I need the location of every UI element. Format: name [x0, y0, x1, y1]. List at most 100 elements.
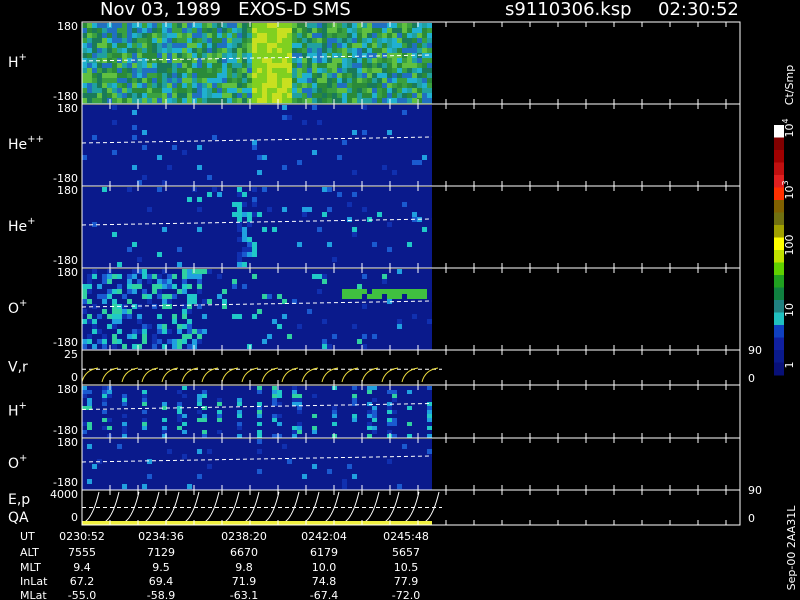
cell: [92, 344, 97, 349]
cell: [407, 78, 412, 83]
cell: [322, 344, 327, 349]
cell: [427, 23, 432, 28]
cell: [127, 63, 132, 68]
cell: [422, 43, 427, 48]
cell: [372, 33, 377, 38]
cell: [172, 48, 177, 53]
cell: [127, 93, 132, 98]
cell: [372, 48, 377, 53]
cell: [257, 170, 262, 175]
cell: [392, 410, 397, 414]
curve: [81, 367, 99, 383]
cell: [242, 78, 247, 83]
cell: [277, 58, 282, 63]
cell: [247, 38, 252, 43]
cell: [397, 289, 402, 294]
cell: [362, 207, 367, 212]
cell: [87, 43, 92, 48]
cell: [252, 23, 257, 28]
cell: [362, 334, 367, 339]
cell: [272, 386, 277, 390]
cell: [357, 38, 362, 43]
cell: [352, 63, 357, 68]
cell: [237, 252, 242, 257]
cell: [142, 334, 147, 339]
cell: [262, 294, 267, 299]
cell: [152, 274, 157, 279]
cell: [132, 165, 137, 170]
cell: [282, 48, 287, 53]
cell: [262, 227, 267, 232]
cell: [367, 422, 372, 426]
cell: [197, 78, 202, 83]
cell: [357, 78, 362, 83]
cell: [117, 68, 122, 73]
cell: [292, 390, 297, 394]
cell: [322, 73, 327, 78]
cell: [177, 48, 182, 53]
cell: [417, 23, 422, 28]
cell: [407, 33, 412, 38]
cell: [122, 394, 127, 398]
axis-top: 25: [64, 348, 78, 361]
cell: [352, 192, 357, 197]
cell: [107, 58, 112, 63]
cell: [402, 28, 407, 33]
cell: [162, 78, 167, 83]
cell: [282, 43, 287, 48]
cell: [202, 33, 207, 38]
cell: [137, 279, 142, 284]
label-charge: +: [19, 401, 27, 412]
cell: [387, 430, 392, 434]
cell: [197, 165, 202, 170]
cell: [87, 98, 92, 103]
cell: [417, 33, 422, 38]
cell: [252, 314, 257, 319]
cell: [87, 339, 92, 344]
cell: [92, 23, 97, 28]
cell: [422, 53, 427, 58]
cell: [217, 398, 222, 402]
cell: [112, 68, 117, 73]
cell: [382, 279, 387, 284]
cell: [257, 309, 262, 314]
cell: [302, 88, 307, 93]
cell: [167, 449, 172, 454]
cell: [417, 88, 422, 93]
cell: [112, 78, 117, 83]
cell: [92, 28, 97, 33]
cell: [327, 207, 332, 212]
cell: [332, 43, 337, 48]
cell: [352, 28, 357, 33]
cell: [367, 386, 372, 390]
cell: [107, 73, 112, 78]
cell: [372, 386, 377, 390]
cell: [107, 68, 112, 73]
axis-bottom: -180: [53, 90, 78, 103]
cell: [132, 269, 137, 274]
cell: [197, 93, 202, 98]
cell: [292, 83, 297, 88]
colorbar-step: [774, 125, 784, 138]
cell: [352, 43, 357, 48]
cell: [87, 422, 92, 426]
cell: [257, 406, 262, 410]
cell: [257, 28, 262, 33]
cell: [112, 88, 117, 93]
cell: [117, 43, 122, 48]
cell: [82, 309, 87, 314]
cell: [247, 252, 252, 257]
cell: [242, 48, 247, 53]
cell: [167, 329, 172, 334]
cell: [177, 43, 182, 48]
cell: [372, 38, 377, 43]
label-name: V,r: [8, 360, 28, 376]
cell: [202, 28, 207, 33]
cell: [287, 73, 292, 78]
cell: [212, 53, 217, 58]
cell: [327, 93, 332, 98]
cell: [247, 217, 252, 222]
cell: [232, 88, 237, 93]
cell: [427, 88, 432, 93]
